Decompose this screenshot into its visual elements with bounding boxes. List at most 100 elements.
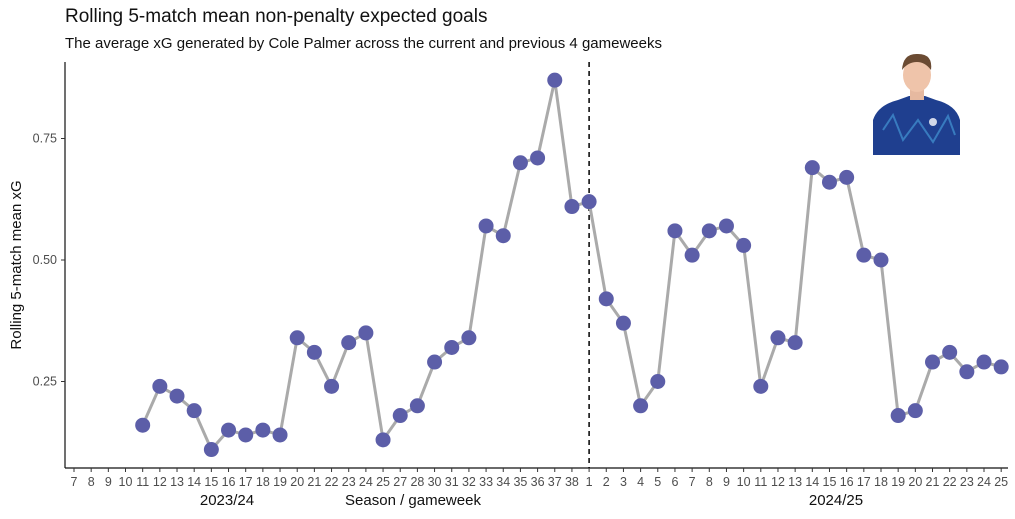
chart-subtitle: The average xG generated by Cole Palmer … [65, 35, 662, 52]
x-tick-label: 15 [823, 475, 837, 489]
data-point [152, 378, 168, 394]
data-point [409, 398, 425, 414]
x-tick-label: 23 [960, 475, 974, 489]
x-tick-label: 9 [105, 475, 112, 489]
data-point [135, 417, 151, 433]
x-tick-label: 4 [637, 475, 644, 489]
data-point [976, 354, 992, 370]
x-tick-label: 35 [513, 475, 527, 489]
data-point [358, 325, 374, 341]
data-point [564, 199, 580, 215]
chart-title: Rolling 5-match mean non-penalty expecte… [65, 6, 488, 27]
x-tick-label: 25 [994, 475, 1008, 489]
x-tick-label: 22 [943, 475, 957, 489]
y-tick-label: 0.50 [33, 253, 57, 267]
data-point [667, 223, 683, 239]
data-point [942, 344, 958, 360]
data-point [907, 403, 923, 419]
data-point [598, 291, 614, 307]
x-tick-label: 20 [290, 475, 304, 489]
x-tick-label: 10 [737, 475, 751, 489]
data-point [169, 388, 185, 404]
x-tick-label: 16 [840, 475, 854, 489]
x-tick-label: 20 [908, 475, 922, 489]
x-tick-label: 1 [586, 475, 593, 489]
data-point [375, 432, 391, 448]
x-tick-label: 8 [706, 475, 713, 489]
season-label-2023-24: 2023/24 [200, 492, 254, 509]
x-tick-label: 24 [977, 475, 991, 489]
x-tick-label: 28 [410, 475, 424, 489]
x-tick-label: 33 [479, 475, 493, 489]
x-axis-label: Season / gameweek [345, 492, 481, 509]
x-tick-label: 31 [445, 475, 459, 489]
data-point [959, 364, 975, 380]
data-point [461, 330, 477, 346]
x-tick-label: 15 [204, 475, 218, 489]
data-point [753, 378, 769, 394]
x-tick-label: 30 [428, 475, 442, 489]
data-point [255, 422, 271, 438]
data-point [787, 335, 803, 351]
data-point [530, 150, 546, 166]
x-tick-label: 11 [754, 475, 767, 489]
x-tick-label: 12 [153, 475, 167, 489]
x-tick-label: 8 [88, 475, 95, 489]
data-point [221, 422, 237, 438]
x-tick-label: 38 [565, 475, 579, 489]
data-point [392, 408, 408, 424]
data-point [701, 223, 717, 239]
y-tick-label: 0.25 [33, 375, 57, 389]
x-tick-label: 7 [689, 475, 696, 489]
data-point [203, 442, 219, 458]
data-point [856, 247, 872, 263]
data-point [306, 344, 322, 360]
data-point [770, 330, 786, 346]
x-tick-label: 23 [342, 475, 356, 489]
data-point [821, 174, 837, 190]
x-tick-label: 6 [671, 475, 678, 489]
data-point [718, 218, 734, 234]
data-point [890, 408, 906, 424]
data-point [341, 335, 357, 351]
data-point [186, 403, 202, 419]
x-tick-label: 27 [393, 475, 407, 489]
series-line [141, 78, 1002, 452]
data-point [839, 169, 855, 185]
x-tick-label: 14 [187, 475, 201, 489]
x-tick-label: 5 [654, 475, 661, 489]
x-tick-label: 13 [788, 475, 802, 489]
x-tick-label: 11 [136, 475, 149, 489]
data-point [804, 160, 820, 176]
data-point [495, 228, 511, 244]
x-tick-label: 25 [376, 475, 390, 489]
x-tick-label: 3 [620, 475, 627, 489]
x-tick-label: 9 [723, 475, 730, 489]
data-point [873, 252, 889, 268]
x-tick-label: 21 [307, 475, 321, 489]
x-tick-label: 24 [359, 475, 373, 489]
data-point [289, 330, 305, 346]
data-point [478, 218, 494, 234]
x-tick-label: 18 [256, 475, 270, 489]
x-tick-label: 13 [170, 475, 184, 489]
data-point [547, 72, 563, 88]
data-point [427, 354, 443, 370]
x-tick-label: 14 [805, 475, 819, 489]
x-tick-label: 32 [462, 475, 476, 489]
data-point [238, 427, 254, 443]
data-point [993, 359, 1009, 375]
data-point [615, 315, 631, 331]
data-point [324, 378, 340, 394]
x-tick-label: 10 [119, 475, 133, 489]
y-axis-label: Rolling 5-match mean xG [8, 180, 25, 349]
data-point [650, 374, 666, 389]
data-point [512, 155, 528, 171]
data-point [272, 427, 288, 443]
data-point [444, 339, 460, 355]
data-point [581, 194, 597, 210]
x-tick-label: 12 [771, 475, 785, 489]
data-point [633, 398, 649, 414]
season-label-2024-25: 2024/25 [809, 492, 863, 509]
